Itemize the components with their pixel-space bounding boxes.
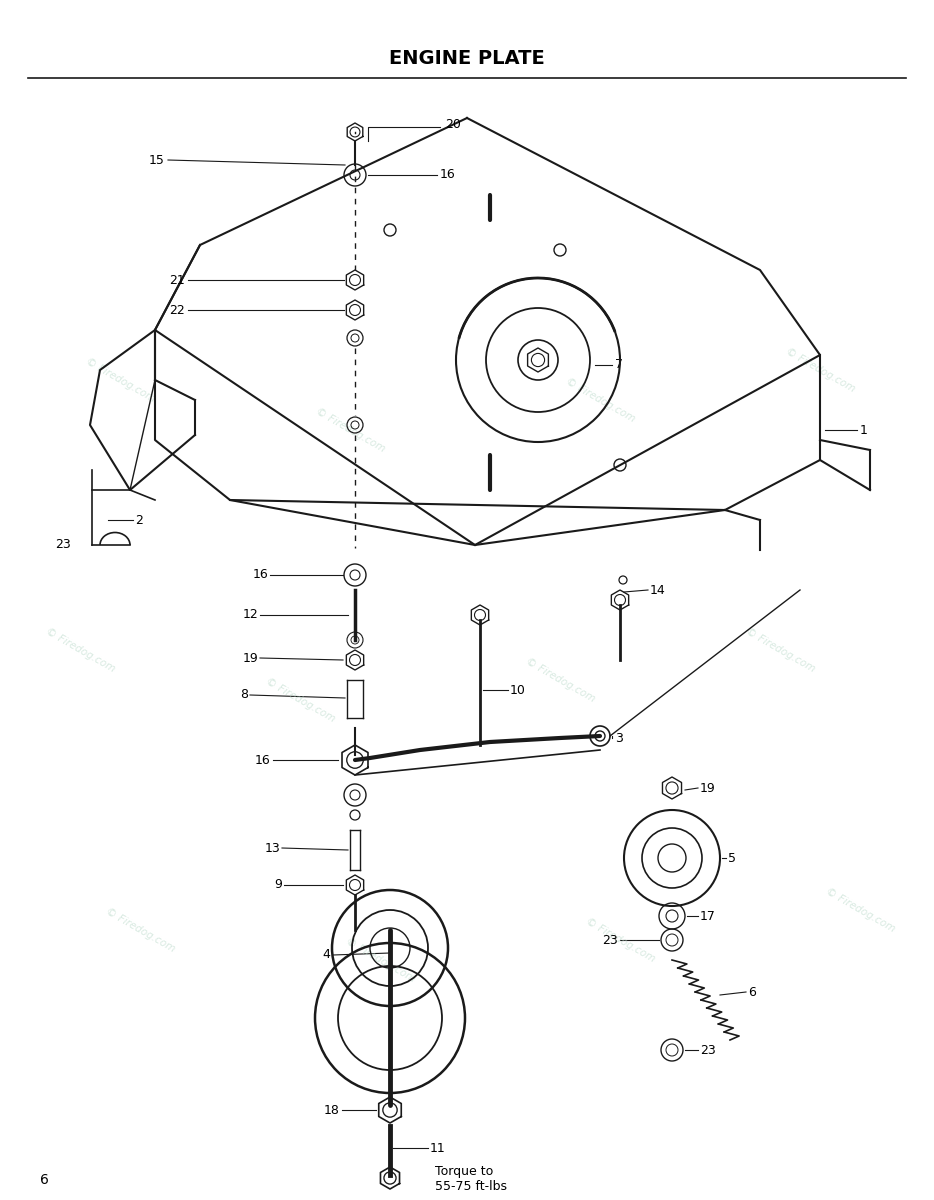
Text: 17: 17 xyxy=(700,910,715,923)
Text: Torque to
55-75 ft-lbs: Torque to 55-75 ft-lbs xyxy=(435,1165,507,1193)
Text: 5: 5 xyxy=(728,852,736,864)
Text: © Firedog.com: © Firedog.com xyxy=(84,356,156,404)
Text: 4: 4 xyxy=(322,948,330,961)
Text: © Firedog.com: © Firedog.com xyxy=(44,626,117,674)
Text: 19: 19 xyxy=(242,652,258,665)
Text: 16: 16 xyxy=(440,168,456,181)
Text: 13: 13 xyxy=(264,841,280,854)
Text: ENGINE PLATE: ENGINE PLATE xyxy=(389,48,545,67)
Text: 18: 18 xyxy=(324,1104,340,1116)
Text: 1: 1 xyxy=(860,424,868,437)
Text: © Firedog.com: © Firedog.com xyxy=(584,916,657,964)
Text: 11: 11 xyxy=(430,1141,446,1154)
Text: 10: 10 xyxy=(510,684,526,696)
Text: 3: 3 xyxy=(615,732,623,744)
Text: 23: 23 xyxy=(700,1044,715,1056)
Text: 16: 16 xyxy=(252,569,268,582)
Text: © Firedog.com: © Firedog.com xyxy=(344,936,417,984)
Text: 6: 6 xyxy=(748,985,756,998)
Text: © Firedog.com: © Firedog.com xyxy=(824,886,897,934)
Text: © Firedog.com: © Firedog.com xyxy=(784,346,856,394)
Text: 14: 14 xyxy=(650,583,666,596)
Text: 16: 16 xyxy=(254,754,270,767)
Text: © Firedog.com: © Firedog.com xyxy=(263,676,336,724)
Text: 22: 22 xyxy=(169,304,185,317)
Text: 7: 7 xyxy=(615,359,623,372)
Text: 20: 20 xyxy=(445,119,460,132)
Text: © Firedog.com: © Firedog.com xyxy=(104,906,177,954)
Text: © Firedog.com: © Firedog.com xyxy=(314,406,387,454)
Text: 15: 15 xyxy=(149,154,165,167)
Text: 6: 6 xyxy=(40,1174,49,1187)
Text: 12: 12 xyxy=(242,608,258,622)
Text: © Firedog.com: © Firedog.com xyxy=(563,376,636,424)
Text: 2: 2 xyxy=(135,514,143,527)
Text: 19: 19 xyxy=(700,781,715,794)
Text: 21: 21 xyxy=(169,274,185,287)
Text: © Firedog.com: © Firedog.com xyxy=(743,626,816,674)
Text: 23: 23 xyxy=(55,539,71,552)
Text: © Firedog.com: © Firedog.com xyxy=(524,656,597,704)
Text: 23: 23 xyxy=(602,934,618,947)
Text: 8: 8 xyxy=(240,689,248,702)
Text: 9: 9 xyxy=(274,878,282,892)
